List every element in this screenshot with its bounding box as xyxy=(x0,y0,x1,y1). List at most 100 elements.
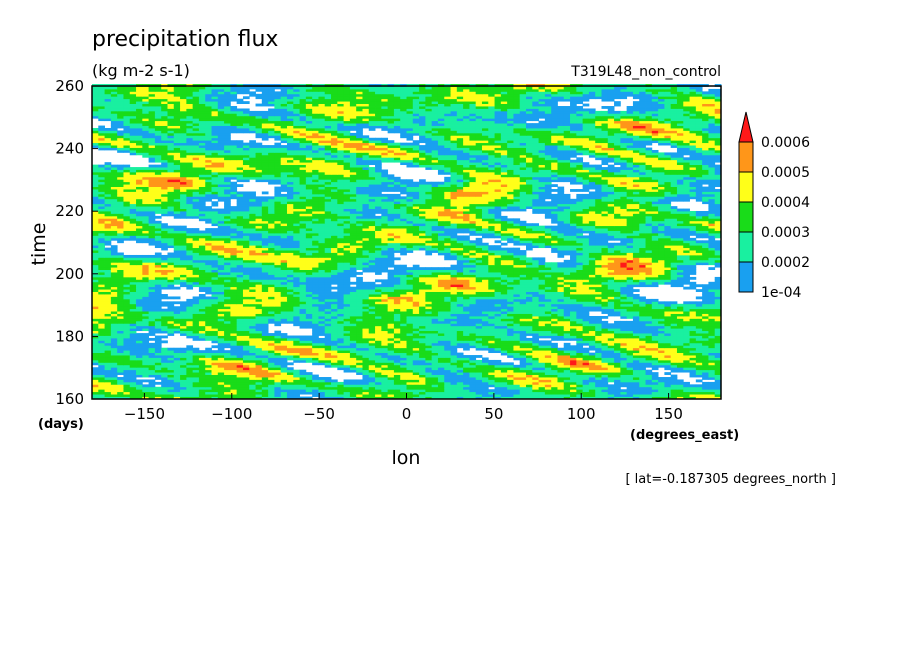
heatmap-cell xyxy=(299,325,307,329)
heatmap-cell xyxy=(280,384,288,388)
heatmap-cell xyxy=(98,281,105,285)
heatmap-cell xyxy=(551,379,558,383)
heatmap-cell xyxy=(236,274,244,278)
heatmap-cell xyxy=(475,289,483,292)
heatmap-cell xyxy=(192,374,200,378)
heatmap-cell xyxy=(475,394,483,397)
heatmap-cell xyxy=(375,308,382,312)
heatmap-cell xyxy=(450,298,458,302)
heatmap-cell xyxy=(324,294,332,297)
heatmap-cell xyxy=(343,306,351,310)
heatmap-cell xyxy=(507,367,514,371)
heatmap-cell xyxy=(324,315,332,319)
heatmap-cell xyxy=(211,320,219,324)
heatmap-cell xyxy=(167,333,175,336)
heatmap-cell xyxy=(507,372,514,375)
heatmap-cell xyxy=(331,396,338,400)
heatmap-cell xyxy=(532,347,539,351)
heatmap-cell xyxy=(356,355,363,358)
heatmap-cell xyxy=(595,330,602,334)
heatmap-cell xyxy=(595,335,602,339)
heatmap-cell xyxy=(437,294,445,297)
heatmap-cell xyxy=(148,301,156,305)
heatmap-cell xyxy=(142,394,150,397)
heatmap-cell xyxy=(337,301,344,305)
heatmap-cell xyxy=(142,355,150,358)
heatmap-cell xyxy=(224,352,231,356)
heatmap-cell xyxy=(286,291,294,295)
heatmap-cell xyxy=(444,379,451,383)
heatmap-cell xyxy=(695,384,703,388)
heatmap-cell xyxy=(230,303,238,307)
heatmap-cell xyxy=(570,286,577,290)
heatmap-cell xyxy=(186,279,194,283)
heatmap-cell xyxy=(469,323,477,327)
heatmap-cell xyxy=(488,347,495,351)
heatmap-cell xyxy=(393,306,401,310)
heatmap-cell xyxy=(173,318,181,322)
heatmap-cell xyxy=(519,318,527,322)
heatmap-cell xyxy=(494,281,502,285)
heatmap-cell xyxy=(318,313,326,317)
heatmap-cell xyxy=(507,291,514,295)
heatmap-cell xyxy=(400,330,407,334)
heatmap-cell xyxy=(393,386,401,390)
heatmap-cell xyxy=(92,301,99,305)
heatmap-cell xyxy=(305,335,313,339)
heatmap-cell xyxy=(488,294,495,297)
heatmap-cell xyxy=(551,350,558,354)
heatmap-cell xyxy=(242,276,250,280)
heatmap-cell xyxy=(695,347,703,351)
heatmap-cell xyxy=(375,301,382,305)
heatmap-cell xyxy=(387,389,395,393)
heatmap-cell xyxy=(708,377,716,380)
heatmap-cell xyxy=(356,379,363,383)
heatmap-cell xyxy=(538,269,546,273)
heatmap-cell xyxy=(136,279,143,283)
heatmap-cell xyxy=(645,269,653,273)
heatmap-cell xyxy=(708,306,716,310)
heatmap-cell xyxy=(469,364,477,368)
heatmap-cell xyxy=(349,289,357,292)
heatmap-cell xyxy=(268,381,275,385)
heatmap-cell xyxy=(349,394,357,397)
heatmap-cell xyxy=(425,313,433,317)
heatmap-cell xyxy=(255,384,263,388)
heatmap-cell xyxy=(198,318,206,322)
heatmap-cell xyxy=(261,391,269,395)
heatmap-cell xyxy=(544,320,552,324)
heatmap-cell xyxy=(312,335,319,339)
heatmap-cell xyxy=(714,298,722,302)
heatmap-cell xyxy=(249,347,256,351)
heatmap-cell xyxy=(286,389,294,393)
heatmap-cell xyxy=(167,352,175,356)
heatmap-cell xyxy=(110,318,118,322)
heatmap-cell xyxy=(676,352,684,356)
heatmap-cell xyxy=(255,315,263,319)
heatmap-cell xyxy=(526,364,533,368)
heatmap-cell xyxy=(444,323,451,327)
heatmap-cell xyxy=(500,328,508,332)
heatmap-cell xyxy=(249,355,256,358)
heatmap-cell xyxy=(299,369,307,373)
heatmap-cell xyxy=(324,396,332,400)
heatmap-cell xyxy=(469,286,477,290)
heatmap-cell xyxy=(224,342,231,346)
heatmap-cell xyxy=(98,267,105,270)
heatmap-cell xyxy=(205,335,212,339)
heatmap-cell xyxy=(274,281,282,285)
heatmap-cell xyxy=(526,308,533,312)
heatmap-cell xyxy=(651,362,659,366)
heatmap-cell xyxy=(595,298,602,302)
heatmap-cell xyxy=(362,328,370,332)
heatmap-cell xyxy=(664,396,672,400)
heatmap-cell xyxy=(255,342,263,346)
heatmap-cell xyxy=(343,320,351,324)
heatmap-cell xyxy=(588,306,596,310)
heatmap-cell xyxy=(607,328,615,332)
heatmap-cell xyxy=(375,303,382,307)
heatmap-cell xyxy=(192,350,200,354)
heatmap-cell xyxy=(331,379,338,383)
heatmap-cell xyxy=(620,296,628,300)
heatmap-cell xyxy=(161,389,168,393)
